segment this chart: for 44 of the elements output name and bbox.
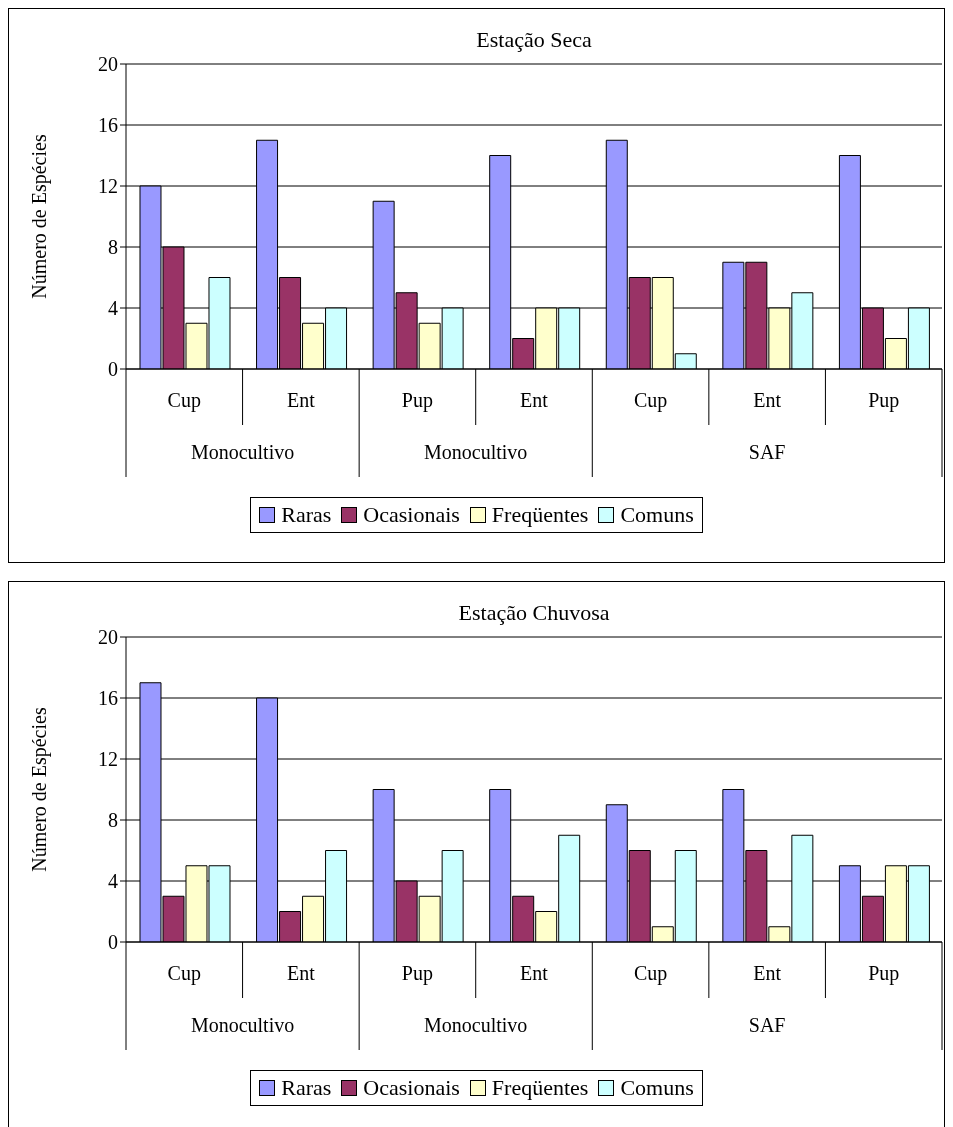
chart-title: Estação Chuvosa <box>457 600 611 626</box>
text: SAF <box>747 441 787 464</box>
legend-label: Comuns <box>620 1075 694 1101</box>
y-tick-label: 4 <box>108 297 118 320</box>
x-tick-label: Ent <box>753 962 782 984</box>
x-tick-label: Ent <box>520 389 549 411</box>
text: Monocultivo <box>423 441 529 464</box>
x-tick-label: Ent <box>286 962 316 984</box>
legend-label: Comuns <box>620 502 694 528</box>
legend-label: Freqüentes <box>491 502 589 528</box>
x-tick-label: Ent <box>286 389 316 411</box>
x-tick-label: Cup <box>633 389 668 412</box>
x-tick-label: Pup <box>401 389 433 412</box>
y-tick-label: 12 <box>98 748 118 771</box>
x-tick-label: Pup <box>401 962 433 985</box>
y-tick-label: 0 <box>108 931 118 954</box>
y-tick-label: 4 <box>108 870 118 893</box>
x-tick-label: Pup <box>868 962 900 985</box>
text: SAF <box>747 1014 787 1037</box>
x-tick-label: Cup <box>167 389 201 412</box>
legend-label: Ocasionais <box>363 502 460 528</box>
y-tick-label: 20 <box>98 626 118 649</box>
x-tick-label: Ent <box>520 962 549 984</box>
y-tick-label: 16 <box>98 114 118 137</box>
y-tick-label: 16 <box>98 687 118 710</box>
y-tick-label: 8 <box>108 236 118 259</box>
text: Monocultivo <box>189 1014 296 1037</box>
y-tick-label: 8 <box>108 809 118 832</box>
chart-title: Estação Seca <box>475 27 593 53</box>
y-axis-title: Número de Espécies <box>27 134 51 299</box>
x-tick-label: Cup <box>167 962 201 985</box>
x-tick-label: Cup <box>633 962 668 985</box>
text: Monocultivo <box>423 1014 529 1037</box>
legend-label: Raras <box>281 1075 332 1101</box>
y-tick-label: 0 <box>108 358 118 381</box>
x-tick-label: Ent <box>753 389 782 411</box>
legend-label: Ocasionais <box>363 1075 460 1101</box>
text: Monocultivo <box>189 441 296 464</box>
y-tick-label: 20 <box>98 53 118 76</box>
y-tick-label: 12 <box>98 175 118 198</box>
x-tick-label: Pup <box>868 389 900 412</box>
legend-label: Freqüentes <box>491 1075 589 1101</box>
legend-label: Raras <box>281 502 332 528</box>
y-axis-title: Número de Espécies <box>27 707 51 872</box>
